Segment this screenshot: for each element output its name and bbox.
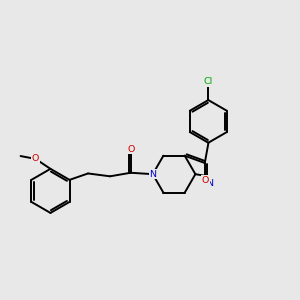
Text: N: N <box>149 170 156 179</box>
Text: O: O <box>202 176 209 185</box>
Text: N: N <box>207 179 214 188</box>
Text: O: O <box>32 154 39 164</box>
Text: Cl: Cl <box>204 77 213 86</box>
Text: O: O <box>127 145 134 154</box>
